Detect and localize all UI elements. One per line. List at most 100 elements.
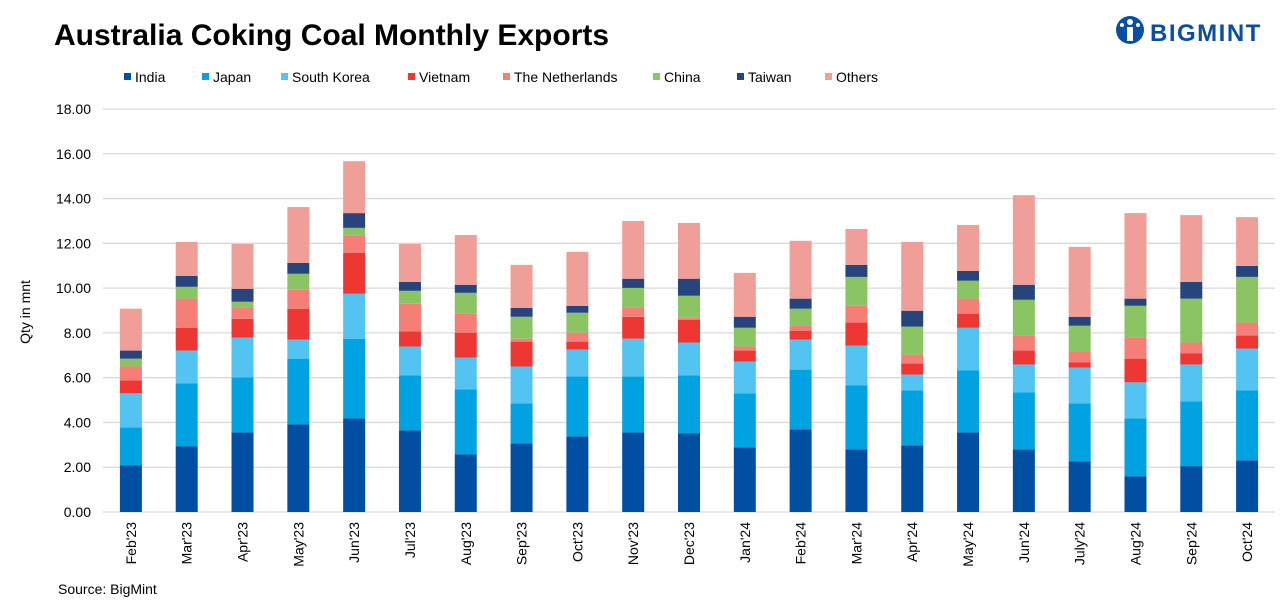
bar-segment-japan	[733, 393, 756, 448]
bar-segment-vietnam	[957, 313, 980, 328]
bar-segment-japan	[287, 358, 310, 425]
bar-segment-south-korea	[1180, 364, 1203, 402]
bar-segment-others	[789, 240, 812, 299]
bar-segment-the-netherlands	[1068, 351, 1091, 363]
x-tick-label: Aug'24	[1127, 522, 1143, 565]
bar-segment-india	[678, 433, 700, 512]
bar-segment-japan	[1124, 418, 1147, 477]
x-tick-label: Aug'23	[458, 522, 474, 565]
bar-segment-vietnam	[845, 322, 868, 346]
bar-segment-taiwan	[231, 288, 254, 302]
bar-segment-taiwan	[343, 213, 366, 228]
bar-segment-china	[287, 273, 310, 290]
bar-segment-south-korea	[957, 327, 980, 371]
bar-stack	[119, 308, 142, 512]
bar-segment-china	[454, 292, 477, 314]
bar-segment-others	[287, 207, 310, 263]
bar-segment-china	[231, 301, 254, 308]
bigmint-logo: BIGMINT	[1116, 16, 1260, 47]
bar-segment-vietnam	[510, 341, 533, 367]
legend-item: Others	[825, 69, 878, 85]
bar-segment-taiwan	[510, 307, 533, 317]
y-tick-label: 16.00	[56, 146, 91, 162]
bar-stack	[510, 264, 533, 512]
bar-segment-south-korea	[343, 293, 366, 339]
bar-segment-the-netherlands	[287, 289, 310, 309]
bar-segment-taiwan	[454, 284, 477, 293]
bar-segment-vietnam	[789, 330, 812, 340]
bar-segment-japan	[789, 369, 812, 430]
bar-segment-india	[454, 454, 477, 512]
legend-label: South Korea	[292, 69, 370, 85]
bar-segment-japan	[231, 377, 254, 433]
legend-swatch	[737, 73, 744, 80]
x-tick-label: Jan'24	[737, 522, 753, 563]
bar-segment-india	[845, 449, 868, 512]
bar-segment-japan	[622, 376, 645, 433]
bar-segment-taiwan	[1236, 265, 1259, 277]
legend-item: The Netherlands	[503, 69, 618, 85]
y-tick-label: 6.00	[64, 370, 91, 386]
legend-label: The Netherlands	[514, 69, 618, 85]
bar-segment-others	[901, 241, 924, 311]
bar-segment-south-korea	[175, 350, 198, 384]
bar-segment-china	[119, 358, 142, 367]
bar-segment-others	[678, 222, 700, 279]
bar-segment-taiwan	[1124, 298, 1147, 306]
bar-segment-the-netherlands	[1236, 322, 1259, 336]
bar-segment-china	[678, 295, 700, 318]
bar-segment-south-korea	[119, 393, 142, 428]
legend-swatch	[503, 73, 510, 80]
bar-segment-vietnam	[231, 318, 254, 338]
bar-segment-others	[1236, 217, 1259, 266]
bar-segment-china	[789, 308, 812, 326]
bar-segment-taiwan	[845, 264, 868, 277]
y-tick-label: 14.00	[56, 191, 91, 207]
bar-segment-japan	[119, 427, 142, 466]
bar-segment-japan	[1180, 401, 1203, 467]
bar-segment-india	[510, 443, 533, 512]
bar-segment-vietnam	[454, 332, 477, 358]
bar-stack	[454, 235, 477, 512]
x-tick-label: Nov'23	[625, 522, 641, 565]
bar-segment-taiwan	[789, 298, 812, 309]
legend-item: Vietnam	[408, 69, 470, 85]
bar-segment-south-korea	[566, 349, 589, 377]
y-tick-label: 10.00	[56, 280, 91, 296]
legend-swatch	[408, 73, 415, 80]
bar-segment-vietnam	[622, 316, 645, 339]
bar-segment-south-korea	[1012, 364, 1035, 393]
x-tick-label: Apr'23	[235, 522, 251, 562]
bar-segment-vietnam	[175, 327, 198, 351]
bar-segment-the-netherlands	[343, 235, 366, 253]
legend-label: India	[135, 69, 166, 85]
bar-segment-taiwan	[1180, 281, 1203, 299]
bar-segment-the-netherlands	[901, 354, 924, 364]
bar-segment-the-netherlands	[231, 307, 254, 319]
bar-segment-china	[566, 312, 589, 333]
legend-swatch	[281, 73, 288, 80]
bar-segment-the-netherlands	[733, 346, 756, 351]
legend-swatch	[202, 73, 209, 80]
bar-segment-south-korea	[789, 339, 812, 370]
legend-swatch	[825, 73, 832, 80]
bar-stack	[789, 240, 812, 512]
bar-segment-the-netherlands	[678, 317, 700, 320]
legend-item: China	[653, 69, 701, 85]
bar-segment-south-korea	[678, 342, 700, 376]
bar-segment-india	[287, 424, 310, 512]
bar-segment-the-netherlands	[622, 307, 645, 317]
bar-segment-india	[1236, 460, 1259, 512]
bar-segment-vietnam	[343, 252, 366, 294]
bar-segment-vietnam	[566, 341, 589, 350]
bar-segment-others	[733, 272, 756, 317]
y-axis-ticks: 0.00 2.00 4.00 6.00 8.00 10.00 12.00 14.00 16.00…	[56, 101, 91, 520]
bar-segment-japan	[1068, 403, 1091, 462]
bar-segment-the-netherlands	[398, 303, 421, 332]
bar-segment-taiwan	[901, 310, 924, 327]
bar-segment-south-korea	[454, 357, 477, 390]
legend-item: Japan	[202, 69, 251, 85]
x-tick-label: May'23	[290, 522, 306, 567]
bar-segment-south-korea	[510, 366, 533, 404]
bar-segment-japan	[566, 376, 589, 437]
